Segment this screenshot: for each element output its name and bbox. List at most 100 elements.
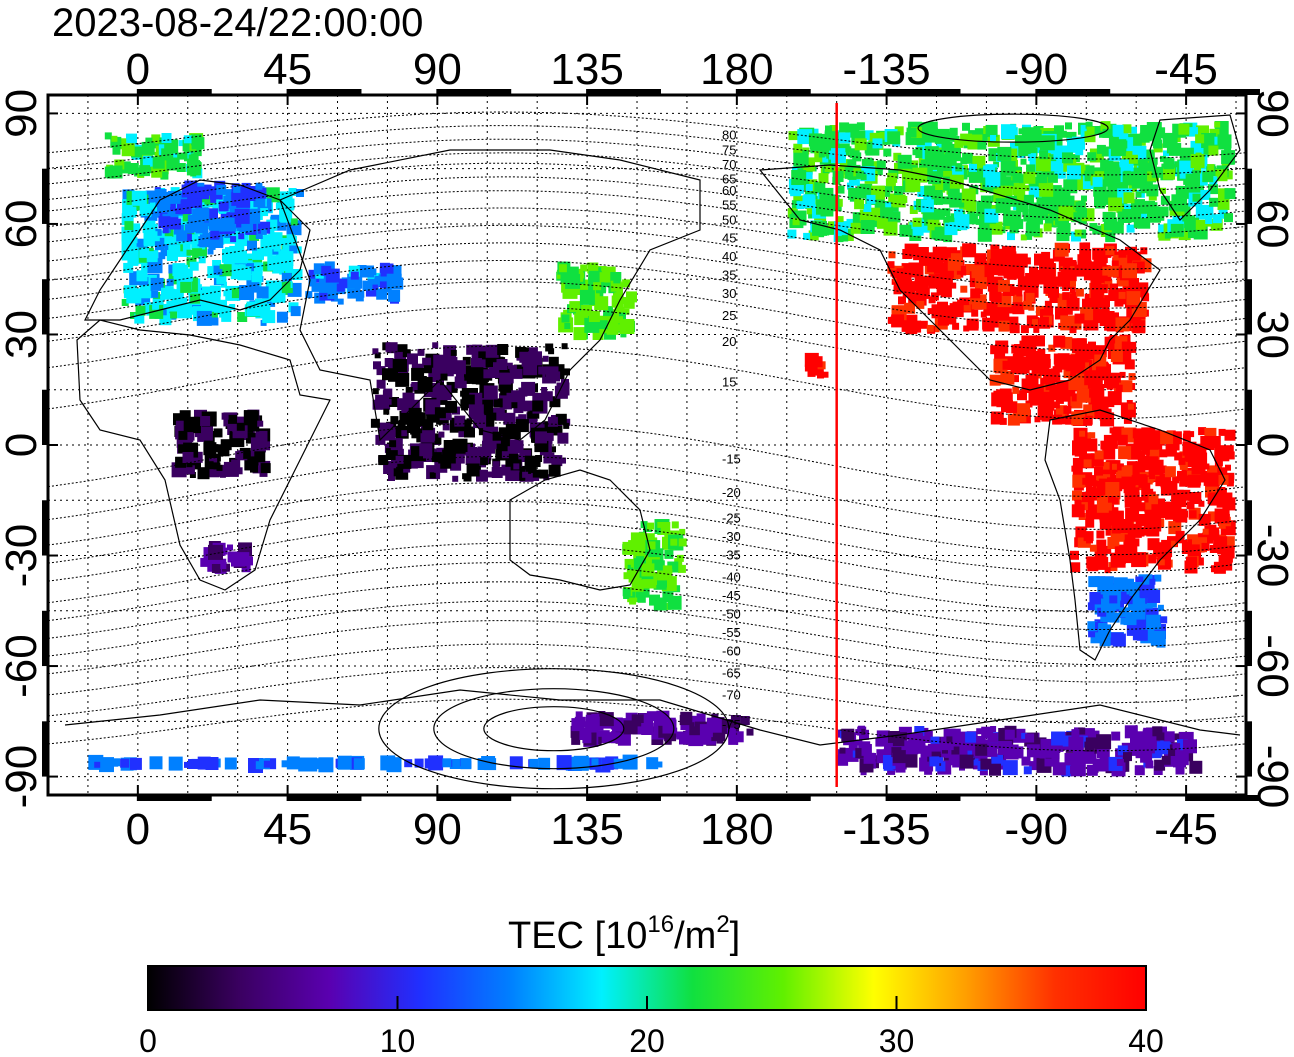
tec-cell-south-asia — [422, 357, 432, 367]
tec-cell-central-america — [1034, 335, 1045, 347]
tec-cell-canada — [1224, 213, 1233, 223]
tec-cell-antarctic-band — [414, 758, 424, 768]
tec-cell-central-america — [1012, 386, 1020, 394]
tec-cell-africa — [250, 464, 258, 473]
tec-cell-canada — [1195, 205, 1210, 220]
tec-cell-north-america — [888, 251, 896, 259]
tec-cell-antarctic-east — [632, 723, 644, 735]
tec-cell-scandinavia — [238, 233, 245, 240]
tec-cell-north-america — [1115, 317, 1130, 332]
mlat-contour — [47, 698, 1247, 752]
tec-cell-north-america — [949, 303, 964, 318]
x-tick-label-top: -135 — [843, 45, 931, 94]
tec-cell-europe — [166, 300, 178, 312]
tec-cell-canada — [840, 233, 849, 242]
tec-cell-antarctic-band — [614, 758, 625, 769]
tec-cell-north-america — [970, 288, 981, 299]
tec-cell-east-asia — [613, 276, 621, 284]
axis-bar-top — [735, 89, 811, 95]
tec-cell-central-asia — [313, 263, 325, 275]
tec-cell-north-america — [941, 276, 953, 288]
tec-cell-europe — [166, 278, 174, 286]
south-pole-contour — [378, 668, 730, 790]
tec-cell-canada — [1148, 192, 1157, 201]
tec-cell-antarctic-west — [1004, 729, 1015, 740]
tec-cell-antarctic-band — [224, 757, 237, 770]
tec-cell-antarctic-band — [303, 757, 318, 772]
tec-cell-canada — [968, 169, 982, 183]
tec-cell-north-america — [990, 291, 1002, 303]
mlat-contour — [47, 667, 1247, 724]
tec-cell-south-asia — [372, 348, 379, 355]
tec-cell-south-asia — [492, 431, 502, 441]
tec-cell-canada — [1048, 200, 1060, 212]
tec-cell-canada — [818, 151, 825, 158]
y-tick-label-left: -60 — [0, 634, 46, 698]
tec-cell-antarctic-west — [1145, 760, 1154, 769]
tec-cell-europe — [139, 277, 149, 287]
tec-cell-south-asia — [456, 416, 463, 423]
tec-cell-south-america — [1107, 472, 1116, 481]
tec-cell-scandinavia — [193, 186, 206, 199]
tec-cell-europe — [177, 303, 193, 319]
tec-cell-canada — [863, 204, 872, 212]
tec-cell-central-asia — [362, 280, 373, 291]
tec-cell-canada — [1124, 204, 1132, 213]
tec-cell-patagonia — [1140, 592, 1152, 604]
tec-cell-central-america — [1040, 391, 1053, 404]
tec-cell-antarctic-west — [984, 743, 998, 757]
tec-cell-canada — [1224, 188, 1236, 200]
tec-cell-south-asia — [501, 451, 509, 459]
tec-cell-east-asia — [606, 322, 619, 335]
timestamp: 2023-08-24/22:00:00 — [52, 1, 423, 45]
mlat-contour — [47, 138, 1247, 192]
tec-cell-south-america — [1147, 554, 1156, 564]
tec-cell-africa — [178, 430, 188, 440]
axis-bar-bottom — [436, 795, 512, 801]
tec-cell-central-america — [1121, 341, 1131, 351]
tec-cell-south-asia — [464, 367, 478, 381]
tec-cell-central-asia — [336, 283, 345, 292]
tec-cell-africa — [189, 472, 196, 478]
tec-cell-antarctic-west — [1156, 732, 1165, 741]
tec-cell-scandinavia — [223, 195, 230, 202]
tec-cell-canada — [1001, 124, 1016, 140]
tec-cell-australia — [657, 577, 667, 588]
axis-bar-bottom — [136, 795, 212, 801]
tec-cell-central-america — [990, 345, 1000, 355]
tec-cell-south-america — [1178, 457, 1186, 465]
tec-cell-antarctic-west — [1023, 766, 1032, 775]
tec-cell-north-america — [1003, 266, 1016, 279]
tec-cell-hawaii — [817, 371, 824, 379]
tec-cell-north-america — [930, 292, 939, 301]
tec-cell-canada — [1140, 182, 1149, 191]
tec-cell-south-asia — [561, 343, 568, 350]
tec-cell-south-america — [1083, 531, 1094, 542]
tec-cell-south-america — [1214, 458, 1223, 467]
tec-cell-east-asia — [620, 331, 627, 338]
tec-cell-canada — [1100, 159, 1111, 170]
tec-cell-europe — [266, 219, 278, 231]
tec-cell-africa — [182, 452, 194, 463]
tec-cell-canada — [1067, 137, 1082, 153]
tec-cell-south-asia — [389, 397, 399, 407]
tec-cell-antarctic-west — [1021, 756, 1031, 766]
tec-cell-east-asia — [623, 297, 635, 309]
tec-cell-europe — [161, 287, 173, 300]
tec-cell-canada — [885, 178, 896, 189]
tec-cell-south-america — [1071, 504, 1085, 518]
tec-cell-central-asia — [321, 265, 332, 276]
tec-cell-south-america — [1137, 464, 1146, 473]
tec-cell-canada — [887, 172, 898, 183]
tec-cell-north-america — [1029, 266, 1038, 276]
tec-cell-south-asia — [411, 382, 420, 390]
tec-cell-south-america — [1148, 459, 1164, 475]
tec-cell-europe — [138, 194, 147, 203]
tec-cell-north-america — [957, 299, 964, 306]
tec-cell-north-america — [1069, 326, 1077, 334]
tec-cell-south-america — [1155, 476, 1166, 487]
tec-cell-south-america — [1203, 463, 1210, 470]
tec-cell-north-america — [997, 279, 1010, 292]
tec-cell-canada — [897, 154, 912, 169]
tec-cell-canada — [1178, 123, 1190, 135]
